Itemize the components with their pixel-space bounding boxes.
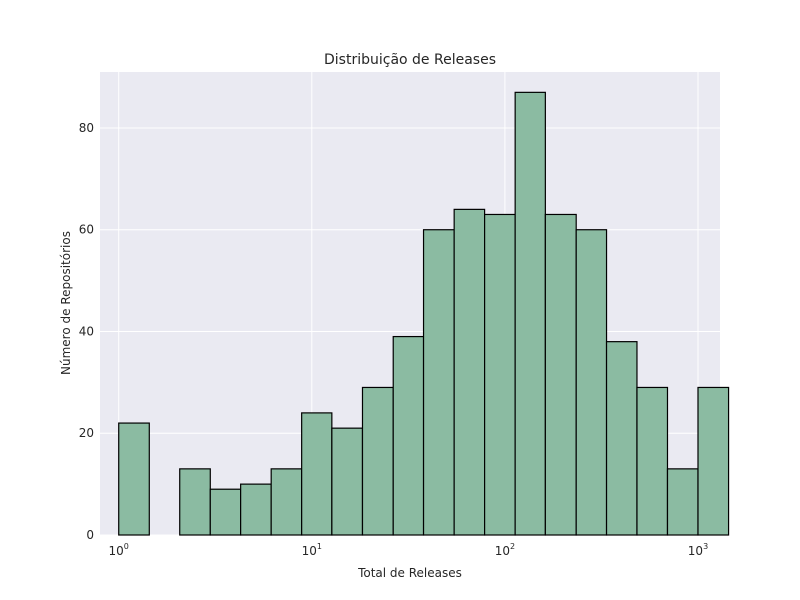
histogram-bar bbox=[697, 386, 730, 536]
histogram-bar bbox=[392, 335, 425, 536]
histogram-bar bbox=[270, 468, 303, 536]
histogram-bar bbox=[118, 422, 150, 536]
histogram-bar bbox=[301, 412, 333, 536]
y-axis-ticks: 0 20 40 60 80 bbox=[79, 121, 94, 542]
histogram-bars bbox=[118, 91, 730, 536]
histogram-bar bbox=[240, 483, 272, 536]
y-tick-label: 20 bbox=[79, 426, 94, 440]
histogram-bar bbox=[422, 229, 455, 536]
y-axis-label: Número de Repositórios bbox=[59, 231, 73, 375]
histogram-bar bbox=[605, 341, 638, 536]
histogram-bar bbox=[179, 468, 211, 536]
x-tick-label: 102 bbox=[495, 542, 515, 558]
histogram-bar bbox=[331, 427, 364, 536]
histogram-bar bbox=[453, 208, 486, 536]
histogram-bar bbox=[209, 488, 242, 536]
histogram-bar bbox=[361, 386, 394, 536]
x-tick-label: 103 bbox=[688, 542, 708, 558]
x-tick-label: 100 bbox=[109, 542, 129, 558]
histogram-bar bbox=[514, 91, 546, 536]
histogram-bar bbox=[636, 386, 669, 536]
histogram-bar bbox=[544, 213, 577, 536]
histogram-bar bbox=[484, 213, 516, 536]
x-axis-label: Total de Releases bbox=[357, 566, 462, 580]
x-axis-ticks: 100 101 102 103 bbox=[109, 542, 709, 558]
histogram-bar bbox=[666, 468, 699, 536]
y-tick-label: 80 bbox=[79, 121, 94, 135]
x-tick-label: 101 bbox=[302, 542, 322, 558]
chart-title: Distribuição de Releases bbox=[324, 52, 496, 68]
y-tick-label: 0 bbox=[86, 528, 94, 542]
y-tick-label: 40 bbox=[79, 324, 94, 338]
y-tick-label: 60 bbox=[79, 223, 94, 237]
histogram-bar bbox=[575, 229, 608, 536]
